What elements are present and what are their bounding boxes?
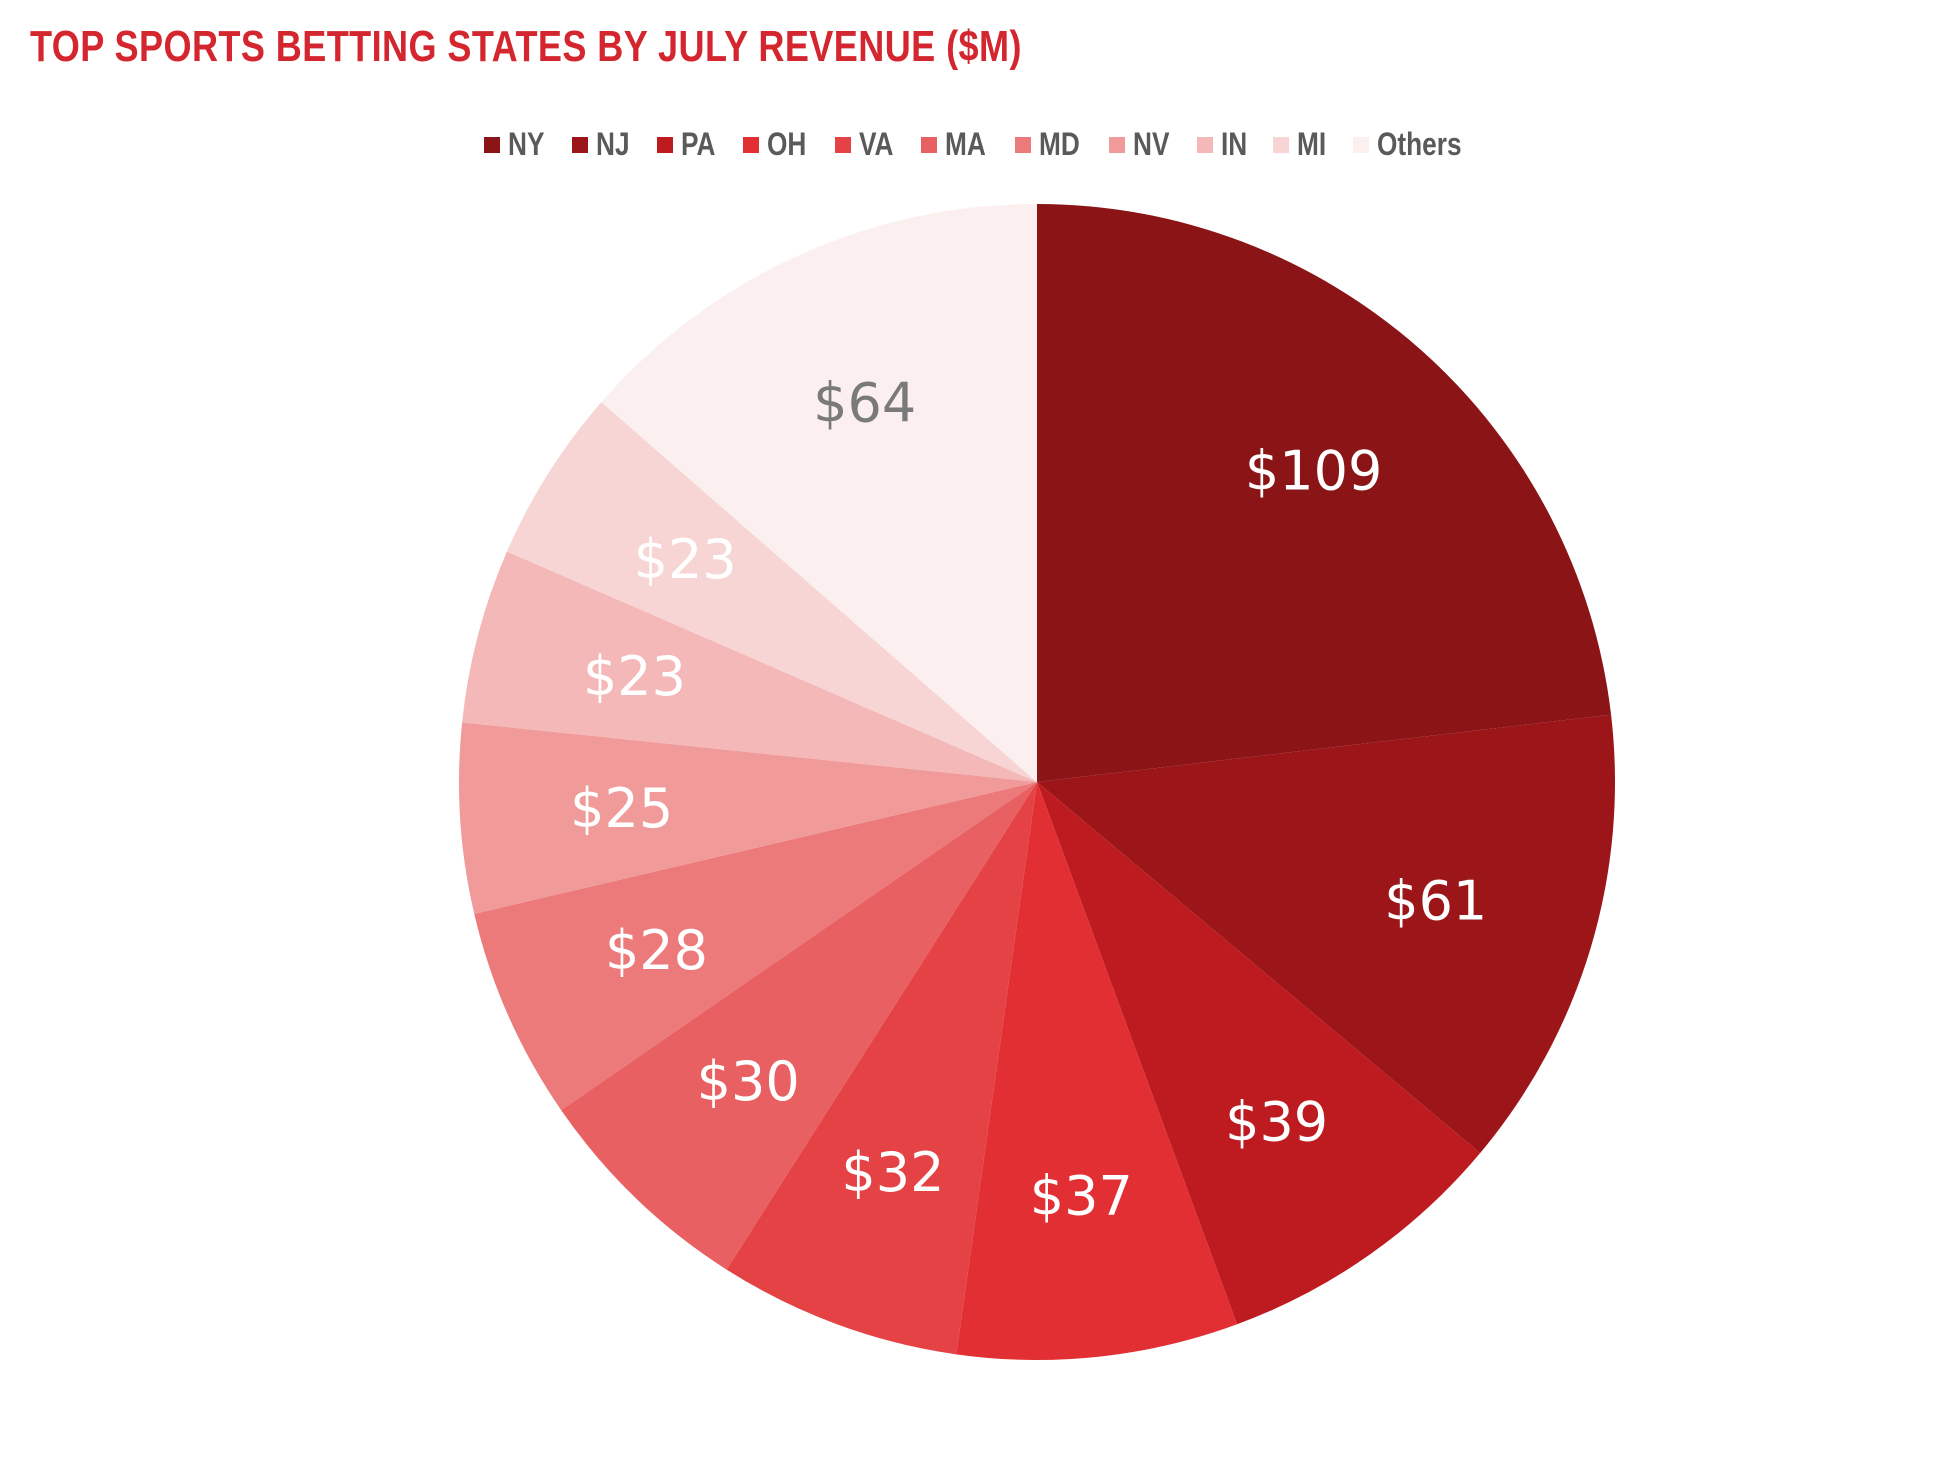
legend-item-ny: NY bbox=[483, 126, 546, 163]
pie-slice-mi bbox=[506, 402, 1037, 782]
data-label-oh: $37 bbox=[1030, 1164, 1133, 1227]
legend-label: NJ bbox=[596, 126, 630, 162]
data-label-ma: $30 bbox=[697, 1050, 800, 1113]
legend-label: MA bbox=[945, 126, 987, 162]
data-label-nv: $25 bbox=[570, 777, 673, 840]
legend-label: MI bbox=[1297, 126, 1327, 162]
data-label-nj: $61 bbox=[1384, 870, 1487, 933]
legend-label: Others bbox=[1376, 126, 1462, 162]
legend-swatch bbox=[743, 136, 760, 153]
data-label-va: $32 bbox=[841, 1141, 944, 1204]
data-label-mi: $23 bbox=[634, 528, 737, 591]
legend-item-nv: NV bbox=[1108, 126, 1171, 163]
pie-slice-oh bbox=[956, 782, 1238, 1360]
chart-title: TOP SPORTS BETTING STATES BY JULY REVENU… bbox=[30, 22, 1022, 71]
legend-item-in: IN bbox=[1197, 126, 1248, 163]
pie-slice-nj bbox=[1037, 714, 1615, 1154]
legend-label: MD bbox=[1039, 126, 1080, 162]
legend-item-pa: PA bbox=[657, 126, 717, 163]
data-label-md: $28 bbox=[605, 919, 708, 982]
legend-label: VA bbox=[859, 126, 894, 162]
legend-swatch bbox=[1273, 136, 1290, 153]
legend-item-va: VA bbox=[835, 126, 895, 163]
legend: NY NJ PA OH VA MA MD NV IN MI Others bbox=[10, 126, 1938, 163]
legend-label: OH bbox=[767, 126, 807, 162]
legend-label: PA bbox=[681, 126, 716, 162]
legend-swatch bbox=[657, 136, 674, 153]
data-label-ny: $109 bbox=[1245, 440, 1382, 503]
pie-slice-nv bbox=[459, 722, 1038, 914]
pie-slice-va bbox=[726, 782, 1037, 1355]
legend-swatch bbox=[483, 136, 500, 153]
legend-swatch bbox=[1197, 136, 1214, 153]
legend-label: NY bbox=[507, 126, 545, 162]
pie-slice-others bbox=[601, 204, 1037, 782]
legend-swatch bbox=[835, 136, 852, 153]
legend-item-others: Others bbox=[1352, 126, 1474, 163]
data-label-others: $64 bbox=[813, 372, 916, 435]
pie-slice-in bbox=[462, 551, 1037, 782]
legend-item-md: MD bbox=[1015, 126, 1083, 163]
pie-slice-pa bbox=[1037, 782, 1481, 1325]
data-label-pa: $39 bbox=[1225, 1091, 1328, 1154]
legend-swatch bbox=[921, 136, 938, 153]
legend-label: NV bbox=[1132, 126, 1170, 162]
legend-swatch bbox=[1352, 136, 1369, 153]
legend-item-nj: NJ bbox=[572, 126, 631, 163]
legend-label: IN bbox=[1221, 126, 1248, 162]
legend-item-ma: MA bbox=[921, 126, 989, 163]
pie-slice-ny bbox=[1037, 204, 1612, 782]
pie-slice-ma bbox=[561, 782, 1037, 1270]
legend-swatch bbox=[1108, 136, 1125, 153]
legend-swatch bbox=[572, 136, 589, 153]
pie-slice-md bbox=[474, 782, 1037, 1111]
legend-swatch bbox=[1015, 136, 1032, 153]
legend-item-oh: OH bbox=[743, 126, 809, 163]
data-label-in: $23 bbox=[583, 645, 686, 708]
legend-item-mi: MI bbox=[1273, 126, 1327, 163]
